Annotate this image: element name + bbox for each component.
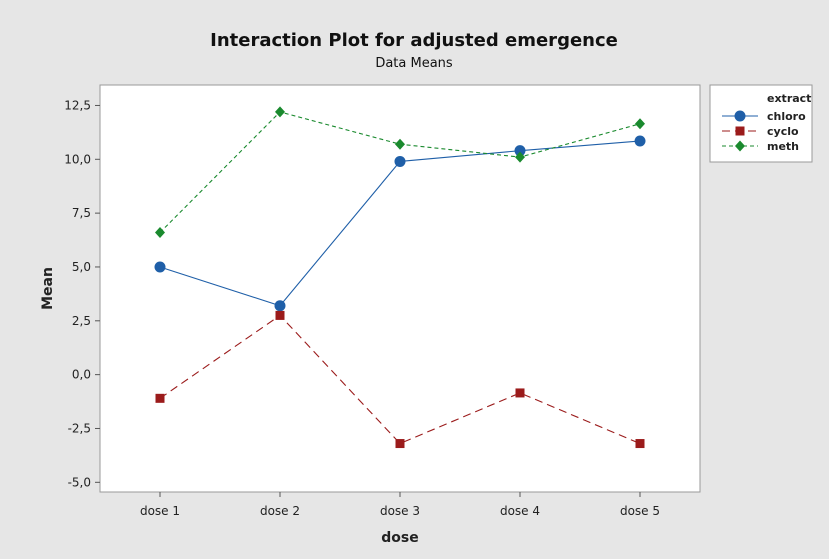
legend-chloro-point <box>734 110 746 122</box>
x-tick-label: dose 1 <box>140 504 180 518</box>
legend-label: chloro <box>767 110 806 123</box>
legend-label: meth <box>767 140 799 153</box>
legend-cyclo-point <box>735 126 745 136</box>
legend-label: cyclo <box>767 125 799 138</box>
meth-point <box>395 138 405 150</box>
y-tick-label: -5,0 <box>68 475 91 489</box>
legend-meth-point <box>735 140 745 152</box>
series-layer <box>154 106 646 449</box>
x-tick-label: dose 5 <box>620 504 660 518</box>
x-tick-label: dose 2 <box>260 504 300 518</box>
x-axis-title: dose <box>381 530 418 546</box>
y-axis: -5,0 -2,5 0,0 2,5 5,0 7,5 10,0 12,5 <box>64 98 100 489</box>
series-line-cyclo <box>159 314 641 445</box>
y-tick-label: 2,5 <box>72 314 91 328</box>
meth-point <box>275 106 285 118</box>
meth-point <box>155 227 165 239</box>
legend: extract chloro cyclo meth <box>709 84 813 163</box>
cyclo-point <box>155 393 165 403</box>
x-axis: dose 1 dose 2 dose 3 dose 4 dose 5 <box>140 492 660 518</box>
y-tick-label: 12,5 <box>64 98 91 112</box>
y-tick-label: 0,0 <box>72 368 91 382</box>
legend-title: extract <box>767 92 811 105</box>
series-cyclo <box>155 310 645 449</box>
y-tick-label: 10,0 <box>64 152 91 166</box>
chloro-point <box>634 135 646 147</box>
y-tick-label: 7,5 <box>72 206 91 220</box>
cyclo-point <box>635 439 645 449</box>
chloro-point <box>394 155 406 167</box>
meth-point <box>515 151 525 163</box>
y-tick-label: -2,5 <box>68 421 91 435</box>
chart-subtitle: Data Means <box>375 56 453 71</box>
y-tick-label: 5,0 <box>72 260 91 274</box>
y-axis-title: Mean <box>40 267 56 310</box>
x-tick-label: dose 4 <box>500 504 540 518</box>
legend-item-cyclo: cyclo <box>722 125 799 138</box>
cyclo-point <box>515 388 525 398</box>
cyclo-point <box>395 439 405 449</box>
meth-point <box>635 118 645 130</box>
series-meth <box>155 106 645 239</box>
chloro-point <box>514 145 526 157</box>
legend-item-chloro: chloro <box>722 110 806 123</box>
chloro-point <box>274 300 286 312</box>
cyclo-point <box>275 310 285 320</box>
chart-title: Interaction Plot for adjusted emergence <box>210 30 618 51</box>
legend-box <box>709 84 813 163</box>
series-chloro <box>154 135 646 312</box>
plot-area <box>99 84 701 493</box>
x-tick-label: dose 3 <box>380 504 420 518</box>
legend-item-meth: meth <box>722 140 799 153</box>
chloro-point <box>154 261 166 273</box>
